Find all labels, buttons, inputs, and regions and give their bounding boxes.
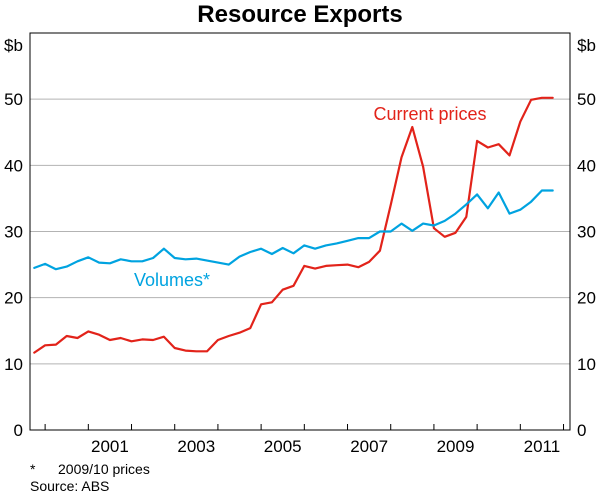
source-note: Source: ABS	[30, 478, 110, 494]
y-tick-label-left: 30	[4, 223, 23, 242]
y-axis-ticks: 0 0 10 10 20 20 30 30 40 40 50 50	[4, 90, 596, 440]
series-lines	[33, 96, 554, 354]
y-axis-unit-left: $b	[4, 36, 23, 55]
x-tick-label: 2009	[437, 437, 475, 456]
y-tick-label-right: 30	[577, 223, 596, 242]
y-tick-label-left: 0	[14, 421, 23, 440]
footnote: * 2009/10 prices	[30, 461, 150, 477]
x-tick-label: 2011	[524, 437, 561, 456]
x-tick-label: 2001	[91, 437, 129, 456]
y-tick-label-left: 40	[4, 156, 23, 175]
y-tick-label-right: 20	[577, 289, 596, 308]
y-axis-unit-right: $b	[577, 36, 596, 55]
x-tick-label: 2003	[177, 437, 215, 456]
plot-frame	[29, 32, 571, 431]
y-tick-label-left: 10	[4, 355, 23, 374]
y-tick-label-right: 40	[577, 156, 596, 175]
y-tick-label-right: 0	[577, 421, 586, 440]
footnote-mark: *	[30, 461, 36, 477]
x-axis-ticks: 2001 2003 2005 2007 2009 2011	[44, 424, 565, 456]
x-tick-label: 2005	[264, 437, 302, 456]
volumes-line	[33, 189, 554, 271]
y-tick-label-right: 10	[577, 355, 596, 374]
footnote-text: 2009/10 prices	[58, 461, 150, 477]
y-tick-label-right: 50	[577, 90, 596, 109]
series-label-volumes: Volumes*	[134, 270, 210, 290]
y-tick-label-left: 50	[4, 90, 23, 109]
current-prices-line	[33, 96, 554, 354]
series-label-current-prices: Current prices	[373, 104, 486, 124]
x-tick-label: 2007	[350, 437, 388, 456]
gridlines	[30, 98, 570, 365]
y-tick-label-left: 20	[4, 289, 23, 308]
chart-title: Resource Exports	[197, 1, 403, 28]
